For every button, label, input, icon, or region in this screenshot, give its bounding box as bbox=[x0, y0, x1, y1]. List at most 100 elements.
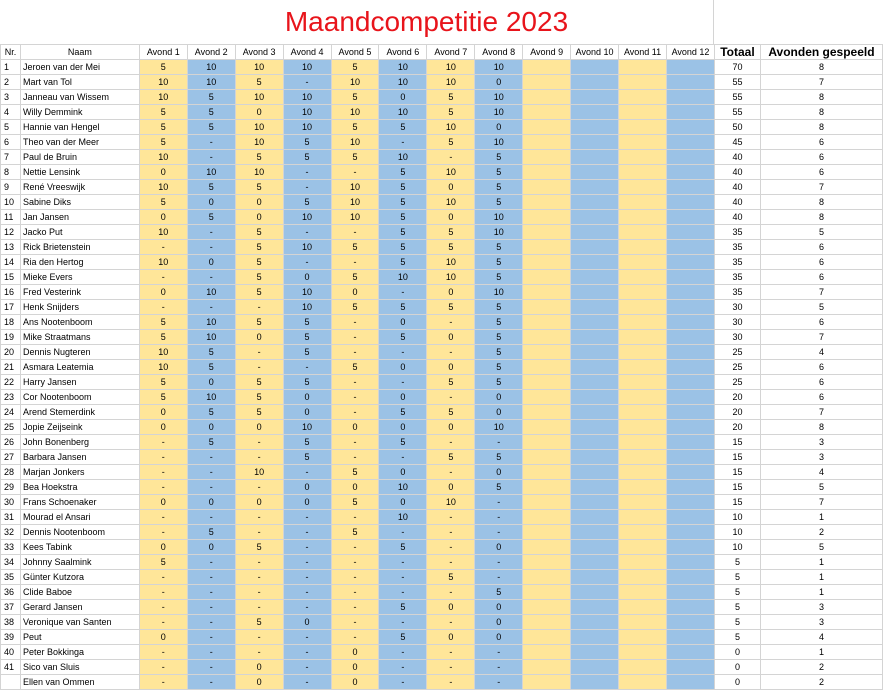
total-cell[interactable]: 55 bbox=[713, 74, 761, 90]
column-header[interactable]: Avond 12 bbox=[666, 44, 715, 60]
score-cell[interactable]: - bbox=[330, 224, 380, 240]
score-cell[interactable]: 5 bbox=[234, 284, 284, 300]
evenings-played-cell[interactable]: 1 bbox=[759, 569, 883, 585]
evenings-played-cell[interactable]: 3 bbox=[759, 599, 883, 615]
score-cell[interactable] bbox=[666, 134, 715, 150]
score-cell[interactable]: 0 bbox=[474, 404, 524, 420]
score-cell[interactable] bbox=[570, 119, 620, 135]
score-cell[interactable]: 10 bbox=[138, 89, 188, 105]
score-cell[interactable]: 10 bbox=[186, 59, 236, 75]
score-cell[interactable] bbox=[666, 479, 715, 495]
score-cell[interactable]: - bbox=[330, 629, 380, 645]
score-cell[interactable]: 0 bbox=[330, 284, 380, 300]
score-cell[interactable] bbox=[618, 659, 668, 675]
score-cell[interactable]: 5 bbox=[138, 104, 188, 120]
player-name-cell[interactable]: Cor Nootenboom bbox=[19, 389, 140, 405]
player-name-cell[interactable]: Gerard Jansen bbox=[19, 599, 140, 615]
evenings-played-cell[interactable]: 4 bbox=[759, 464, 883, 480]
score-cell[interactable] bbox=[618, 344, 668, 360]
score-cell[interactable]: 10 bbox=[186, 314, 236, 330]
score-cell[interactable] bbox=[618, 629, 668, 645]
score-cell[interactable]: - bbox=[186, 659, 236, 675]
total-cell[interactable]: 40 bbox=[713, 179, 761, 195]
rank-cell[interactable]: 11 bbox=[0, 209, 21, 225]
score-cell[interactable] bbox=[666, 554, 715, 570]
rank-cell[interactable] bbox=[0, 674, 21, 690]
column-header[interactable]: Totaal bbox=[713, 44, 761, 60]
score-cell[interactable] bbox=[666, 569, 715, 585]
score-cell[interactable]: - bbox=[378, 284, 428, 300]
score-cell[interactable] bbox=[522, 599, 572, 615]
column-header[interactable]: Avond 6 bbox=[378, 44, 428, 60]
score-cell[interactable] bbox=[618, 119, 668, 135]
total-cell[interactable]: 20 bbox=[713, 389, 761, 405]
total-cell[interactable]: 15 bbox=[713, 479, 761, 495]
score-cell[interactable]: - bbox=[138, 449, 188, 465]
score-cell[interactable]: 10 bbox=[282, 419, 332, 435]
score-cell[interactable] bbox=[570, 434, 620, 450]
score-cell[interactable] bbox=[570, 419, 620, 435]
score-cell[interactable] bbox=[618, 644, 668, 660]
rank-cell[interactable]: 22 bbox=[0, 374, 21, 390]
score-cell[interactable]: - bbox=[330, 539, 380, 555]
score-cell[interactable] bbox=[666, 659, 715, 675]
rank-cell[interactable]: 3 bbox=[0, 89, 21, 105]
score-cell[interactable]: 5 bbox=[378, 629, 428, 645]
score-cell[interactable]: - bbox=[138, 614, 188, 630]
score-cell[interactable]: 0 bbox=[234, 659, 284, 675]
score-cell[interactable]: - bbox=[138, 674, 188, 690]
score-cell[interactable]: 5 bbox=[378, 239, 428, 255]
total-cell[interactable]: 55 bbox=[713, 89, 761, 105]
score-cell[interactable]: 10 bbox=[378, 269, 428, 285]
score-cell[interactable] bbox=[666, 629, 715, 645]
column-header[interactable]: Avond 8 bbox=[474, 44, 524, 60]
score-cell[interactable]: - bbox=[474, 509, 524, 525]
score-cell[interactable] bbox=[570, 269, 620, 285]
score-cell[interactable]: 10 bbox=[378, 74, 428, 90]
evenings-played-cell[interactable]: 7 bbox=[759, 284, 883, 300]
score-cell[interactable]: 0 bbox=[474, 74, 524, 90]
score-cell[interactable]: 5 bbox=[234, 74, 284, 90]
score-cell[interactable]: 10 bbox=[330, 209, 380, 225]
score-cell[interactable] bbox=[522, 179, 572, 195]
player-name-cell[interactable]: Janneau van Wissem bbox=[19, 89, 140, 105]
player-name-cell[interactable]: Ans Nootenboom bbox=[19, 314, 140, 330]
score-cell[interactable]: - bbox=[378, 659, 428, 675]
player-name-cell[interactable]: Theo van der Meer bbox=[19, 134, 140, 150]
score-cell[interactable] bbox=[522, 659, 572, 675]
score-cell[interactable] bbox=[618, 494, 668, 510]
player-name-cell[interactable]: Rick Brietenstein bbox=[19, 239, 140, 255]
score-cell[interactable]: - bbox=[282, 254, 332, 270]
total-cell[interactable]: 35 bbox=[713, 254, 761, 270]
score-cell[interactable]: - bbox=[426, 644, 476, 660]
score-cell[interactable]: - bbox=[330, 254, 380, 270]
score-cell[interactable] bbox=[570, 344, 620, 360]
score-cell[interactable]: - bbox=[234, 344, 284, 360]
score-cell[interactable] bbox=[570, 449, 620, 465]
score-cell[interactable]: 5 bbox=[330, 59, 380, 75]
evenings-played-cell[interactable]: 1 bbox=[759, 554, 883, 570]
score-cell[interactable] bbox=[618, 284, 668, 300]
evenings-played-cell[interactable]: 6 bbox=[759, 269, 883, 285]
score-cell[interactable]: - bbox=[282, 659, 332, 675]
total-cell[interactable]: 35 bbox=[713, 284, 761, 300]
score-cell[interactable]: 5 bbox=[234, 314, 284, 330]
total-cell[interactable]: 20 bbox=[713, 419, 761, 435]
score-cell[interactable]: 5 bbox=[426, 104, 476, 120]
player-name-cell[interactable]: Arend Stemerdink bbox=[19, 404, 140, 420]
score-cell[interactable]: 5 bbox=[138, 374, 188, 390]
score-cell[interactable] bbox=[618, 269, 668, 285]
score-cell[interactable]: 5 bbox=[474, 299, 524, 315]
score-cell[interactable] bbox=[522, 314, 572, 330]
score-cell[interactable]: - bbox=[426, 554, 476, 570]
score-cell[interactable] bbox=[666, 89, 715, 105]
score-cell[interactable]: 0 bbox=[474, 464, 524, 480]
score-cell[interactable]: - bbox=[426, 434, 476, 450]
player-name-cell[interactable]: Clide Baboe bbox=[19, 584, 140, 600]
score-cell[interactable] bbox=[618, 584, 668, 600]
score-cell[interactable] bbox=[570, 359, 620, 375]
total-cell[interactable]: 25 bbox=[713, 374, 761, 390]
player-name-cell[interactable]: Jeroen van der Mei bbox=[19, 59, 140, 75]
score-cell[interactable] bbox=[666, 164, 715, 180]
rank-cell[interactable]: 34 bbox=[0, 554, 21, 570]
